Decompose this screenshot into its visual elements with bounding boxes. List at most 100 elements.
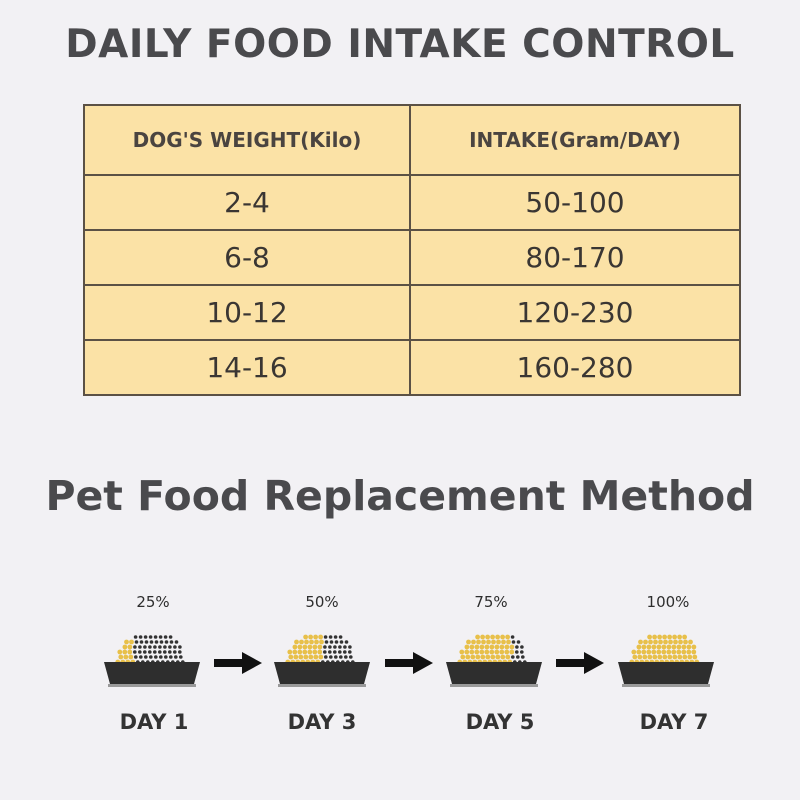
old-food-kibble bbox=[324, 640, 329, 644]
new-food-kibble bbox=[491, 639, 496, 645]
new-food-kibble bbox=[691, 649, 697, 655]
new-food-kibble bbox=[651, 644, 657, 650]
old-food-kibble bbox=[333, 635, 338, 639]
bowl-body bbox=[274, 662, 370, 684]
old-food-kibble bbox=[149, 640, 154, 644]
new-food-kibble bbox=[686, 644, 692, 650]
old-food-kibble bbox=[148, 645, 152, 649]
new-food-kibble bbox=[474, 644, 480, 650]
new-food-kibble bbox=[469, 644, 475, 650]
old-food-kibble bbox=[143, 650, 147, 654]
old-food-kibble bbox=[133, 635, 138, 639]
new-food-kibble bbox=[647, 654, 653, 660]
weight-cell: 10-12 bbox=[83, 284, 411, 341]
new-food-kibble bbox=[127, 644, 133, 650]
new-food-kibble bbox=[658, 639, 663, 645]
new-food-kibble bbox=[671, 644, 677, 650]
table-row: 14-16 160-280 bbox=[83, 339, 741, 396]
old-food-kibble bbox=[520, 645, 524, 649]
old-food-kibble bbox=[138, 645, 142, 649]
new-food-kibble bbox=[475, 634, 480, 640]
old-food-kibble bbox=[168, 635, 173, 639]
new-food-kibble bbox=[653, 639, 658, 645]
percent-label: 25% bbox=[136, 593, 170, 611]
new-food-kibble bbox=[479, 644, 485, 650]
new-food-kibble bbox=[128, 654, 134, 660]
new-food-kibble bbox=[318, 634, 323, 640]
new-food-kibble bbox=[671, 649, 677, 655]
new-food-kibble bbox=[302, 649, 308, 655]
new-food-kibble bbox=[464, 644, 470, 650]
old-food-kibble bbox=[323, 635, 328, 639]
new-food-kibble bbox=[691, 644, 697, 650]
old-food-kibble bbox=[323, 645, 327, 649]
new-food-kibble bbox=[688, 639, 693, 645]
old-food-kibble bbox=[164, 640, 169, 644]
new-food-kibble bbox=[666, 649, 672, 655]
old-food-kibble bbox=[338, 650, 342, 654]
intake-cell: 120-230 bbox=[409, 284, 741, 341]
new-food-kibble bbox=[292, 649, 298, 655]
new-food-kibble bbox=[646, 644, 652, 650]
new-food-kibble bbox=[313, 654, 319, 660]
old-food-kibble bbox=[328, 650, 332, 654]
old-food-kibble bbox=[164, 655, 168, 659]
food-bowl-icon bbox=[446, 634, 542, 687]
new-food-kibble bbox=[509, 644, 515, 650]
bowl-body bbox=[446, 662, 542, 684]
old-food-kibble bbox=[338, 645, 342, 649]
new-food-kibble bbox=[288, 654, 294, 660]
old-food-kibble bbox=[149, 655, 153, 659]
new-food-kibble bbox=[307, 644, 313, 650]
food-bowl-icon bbox=[274, 634, 370, 687]
arrow-right-icon bbox=[385, 652, 433, 674]
new-food-kibble bbox=[479, 649, 485, 655]
old-food-kibble bbox=[134, 655, 138, 659]
old-food-kibble bbox=[339, 655, 343, 659]
old-food-kibble bbox=[511, 655, 515, 659]
new-food-kibble bbox=[632, 654, 638, 660]
new-food-kibble bbox=[471, 639, 476, 645]
new-food-kibble bbox=[636, 649, 642, 655]
day-label: DAY 3 bbox=[287, 710, 357, 734]
old-food-kibble bbox=[178, 650, 182, 654]
new-food-kibble bbox=[647, 634, 652, 640]
old-food-kibble bbox=[159, 655, 163, 659]
new-food-kibble bbox=[287, 649, 293, 655]
intake-table: DOG'S WEIGHT(Kilo) INTAKE(Gram/DAY) 2-4 … bbox=[83, 104, 741, 396]
old-food-kibble bbox=[343, 650, 347, 654]
old-food-kibble bbox=[516, 655, 520, 659]
new-food-kibble bbox=[648, 639, 653, 645]
new-food-kibble bbox=[313, 634, 318, 640]
old-food-kibble bbox=[138, 650, 142, 654]
old-food-kibble bbox=[158, 645, 162, 649]
new-food-kibble bbox=[129, 639, 134, 645]
new-food-kibble bbox=[637, 654, 643, 660]
old-food-kibble bbox=[521, 655, 525, 659]
new-food-kibble bbox=[643, 639, 648, 645]
old-food-kibble bbox=[348, 650, 352, 654]
new-food-kibble bbox=[667, 634, 672, 640]
food-bowl-icon bbox=[104, 635, 200, 687]
new-food-kibble bbox=[118, 654, 124, 660]
new-food-kibble bbox=[676, 644, 682, 650]
new-food-kibble bbox=[657, 634, 662, 640]
new-food-kibble bbox=[657, 654, 663, 660]
percent-label: 50% bbox=[305, 593, 339, 611]
old-food-kibble bbox=[329, 640, 334, 644]
old-food-kibble bbox=[133, 650, 137, 654]
new-food-kibble bbox=[686, 649, 692, 655]
new-food-kibble bbox=[318, 654, 324, 660]
intake-cell: 80-170 bbox=[409, 229, 741, 286]
new-food-kibble bbox=[480, 654, 486, 660]
new-food-kibble bbox=[641, 649, 647, 655]
new-food-kibble bbox=[465, 654, 471, 660]
new-food-kibble bbox=[307, 649, 313, 655]
old-food-kibble bbox=[138, 635, 143, 639]
new-food-kibble bbox=[667, 654, 673, 660]
bowl-base bbox=[278, 684, 366, 687]
new-food-kibble bbox=[496, 639, 501, 645]
intake-cell: 160-280 bbox=[409, 339, 741, 396]
new-food-kibble bbox=[494, 644, 500, 650]
new-food-kibble bbox=[683, 639, 688, 645]
